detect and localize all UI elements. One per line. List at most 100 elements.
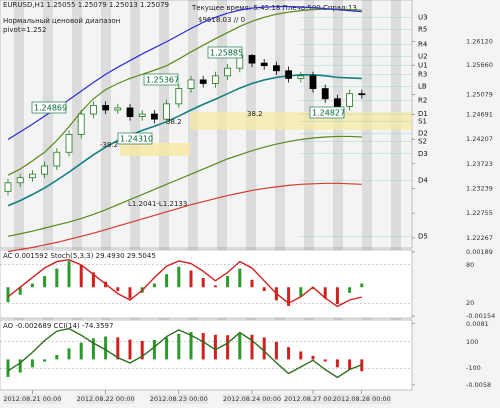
histogram-bar [299, 351, 303, 360]
histogram-bar [91, 272, 95, 288]
candle-body [333, 98, 341, 107]
ma-line [7, 182, 362, 253]
stripe [362, 0, 372, 390]
histogram-bar [79, 264, 83, 288]
histogram-bar [43, 276, 47, 288]
histogram-bar [226, 276, 230, 288]
histogram-bar [274, 341, 278, 360]
stripe [130, 0, 140, 390]
candle-body [309, 75, 317, 89]
level-label: R3 [418, 70, 427, 78]
candle-body [16, 177, 24, 184]
candle-body [126, 107, 134, 117]
candle-body [53, 151, 61, 167]
candle-body [199, 79, 207, 84]
fib-label: L1.2041-L1.2133 [128, 200, 187, 208]
price-callout [31, 101, 67, 114]
panel-title: AC 0.001592 Stoch(5,3,3) 29.4930 29.5045 [3, 252, 156, 260]
stripe [391, 0, 401, 390]
fib-label: -38.2 [100, 141, 118, 149]
candle-body [297, 75, 305, 79]
chart-title: EURUSD,H1 1.25055 1.25079 1.25013 1.2507… [3, 1, 169, 9]
level-label: D3 [418, 150, 428, 158]
candle-body [211, 75, 219, 84]
oscillator-line [7, 258, 362, 308]
histogram-bar [55, 268, 59, 288]
y-tick-label: 80 [466, 261, 474, 269]
stripe [275, 0, 285, 390]
candle-body [175, 88, 183, 105]
histogram-bar [165, 337, 169, 360]
histogram-bar [140, 340, 144, 360]
histogram-bar [262, 337, 266, 360]
histogram-bar [348, 287, 352, 293]
y-tick-label: 1.22267 [466, 234, 493, 242]
stripe [188, 0, 198, 390]
x-tick-label: 2012.08.23 00:00 [150, 395, 208, 403]
histogram-bar [30, 283, 34, 288]
candle-body [77, 113, 85, 135]
stripe [217, 0, 227, 390]
histogram-bar [262, 287, 266, 291]
candle-body [248, 55, 256, 64]
histogram-bar [177, 266, 181, 288]
y-tick-label: 1.25079 [466, 91, 493, 99]
histogram-bar [348, 359, 352, 370]
candle-body [90, 104, 97, 115]
candle-body [285, 70, 293, 79]
level-label: LB [418, 83, 427, 91]
session-stripes [14, 0, 401, 390]
zone [190, 112, 412, 130]
candle-body [187, 79, 195, 89]
histogram-bar [18, 359, 22, 373]
histogram-bar [335, 287, 339, 305]
histogram-bar [323, 359, 327, 362]
price-callout-label: 1.24869 [34, 104, 67, 113]
ma-line [7, 135, 362, 237]
histogram-bar [152, 340, 156, 360]
histogram-bar [116, 337, 120, 360]
fib-label: 38.2 [166, 118, 182, 126]
ma-line [7, 8, 362, 176]
x-tick-label: 2012.08.21 00:00 [3, 395, 61, 403]
stripe [246, 0, 256, 390]
price-callout [117, 132, 153, 145]
histogram-bar [128, 339, 132, 360]
x-tick-label: 2012.08.28 00:00 [333, 395, 391, 403]
stripe [304, 0, 314, 390]
level-label: D1 [418, 110, 428, 118]
stripe [72, 0, 82, 390]
histogram-bar [250, 279, 254, 288]
price-callout-label: 1.25367 [146, 76, 179, 85]
histogram-bar [311, 287, 315, 290]
annotation: $9618.03 // 0 [198, 16, 245, 24]
histogram-bar [360, 283, 364, 288]
y-tick-label: 1.24207 [466, 135, 493, 143]
histogram-bar [238, 333, 242, 360]
panel-title: AO -0.002689 CCI(14) -74.3597 [3, 322, 113, 330]
y-tick-label: 100 [466, 338, 478, 346]
price-callout [309, 106, 345, 119]
y2-tick-label: 0.00189 [466, 248, 493, 256]
candle-body [138, 113, 146, 117]
y-tick-label: 1.26120 [466, 38, 493, 46]
histogram-bar [116, 287, 120, 291]
histogram-bar [213, 334, 217, 360]
stripe [101, 0, 111, 390]
annotation: Текущее время: 5:45:18 Плечо:500 Спрэд:1… [191, 4, 357, 12]
histogram-bar [79, 342, 83, 360]
price-callout-label: 1.24310 [120, 135, 153, 144]
y-tick-label: 1.24691 [466, 111, 493, 119]
histogram-bar [6, 287, 10, 303]
level-label: R4 [418, 40, 428, 48]
histogram-bar [201, 333, 205, 360]
histogram-bar [250, 334, 254, 360]
y2-tick-label: -0.0058 [466, 381, 491, 389]
level-label: D4 [418, 176, 428, 184]
x-tick-label: 2012.08.22 00:00 [77, 395, 135, 403]
candle-body [346, 93, 354, 107]
histogram-bar [67, 348, 71, 360]
y-tick-label: 1.23239 [466, 184, 493, 192]
histogram-bar [18, 287, 22, 295]
candle-body [150, 113, 158, 120]
